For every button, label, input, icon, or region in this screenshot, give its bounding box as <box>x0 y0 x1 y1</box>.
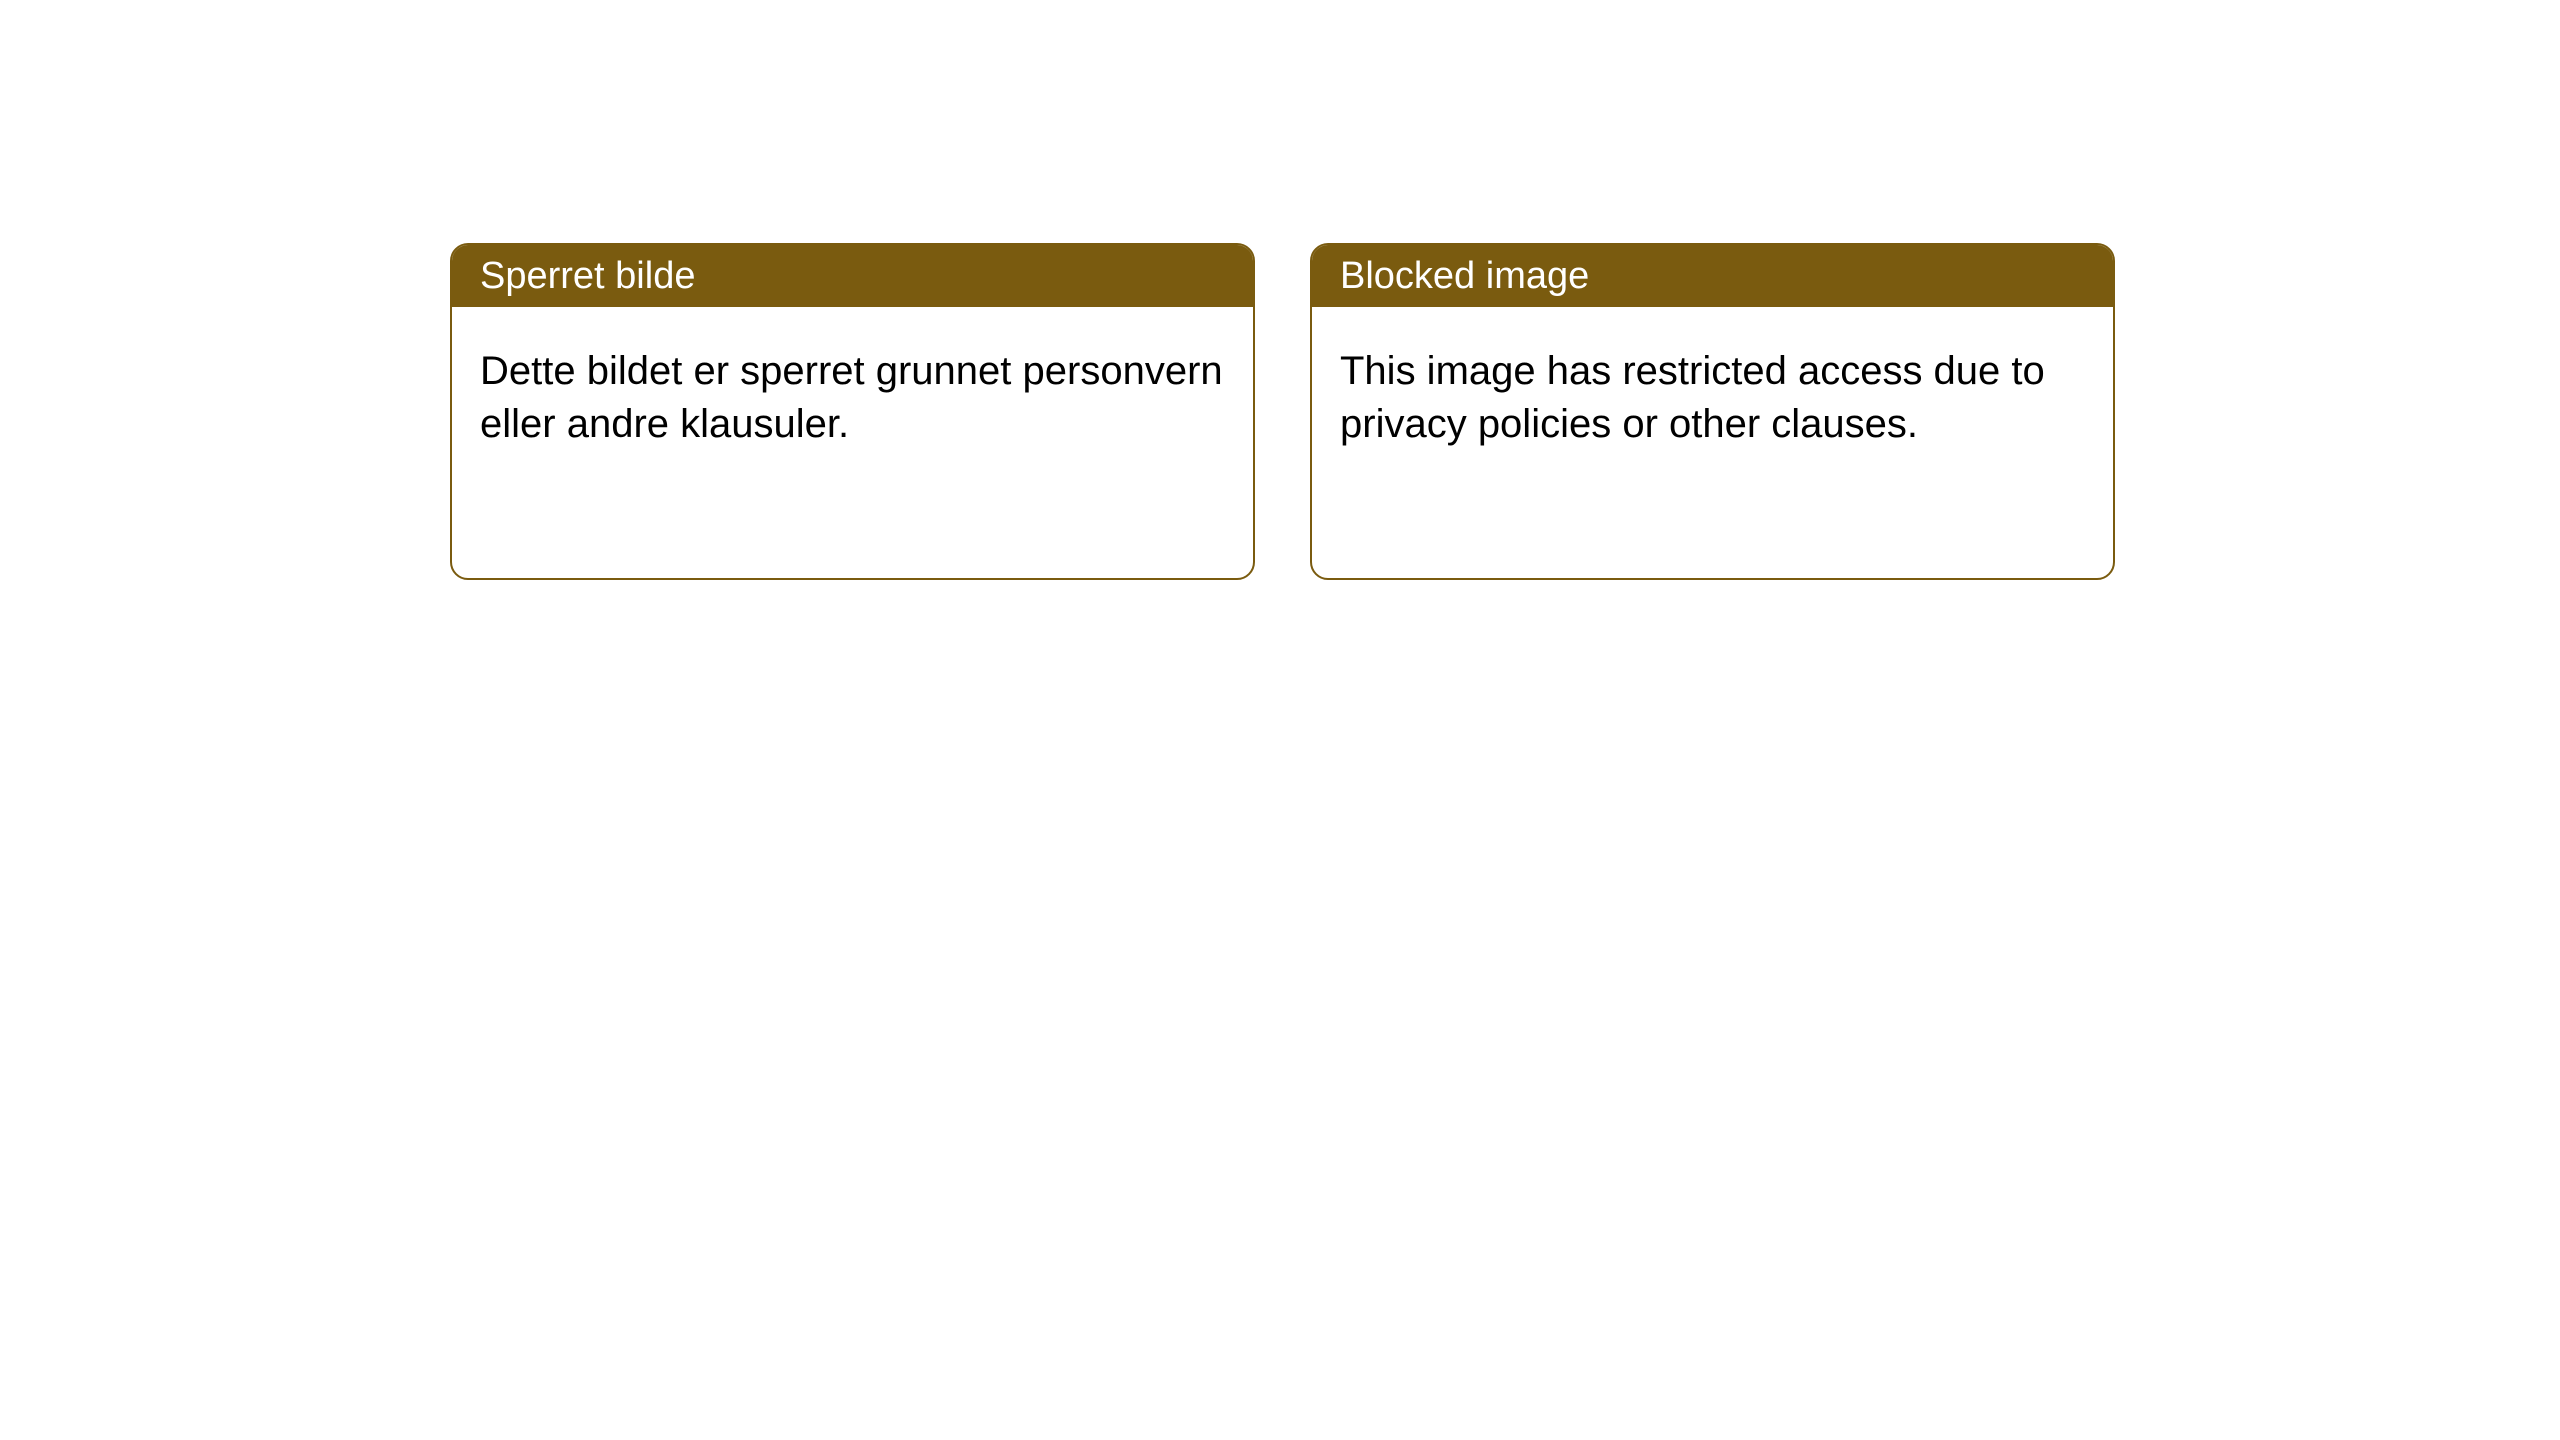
card-title-english: Blocked image <box>1340 255 1589 298</box>
card-header-english: Blocked image <box>1312 245 2113 307</box>
card-text-norwegian: Dette bildet er sperret grunnet personve… <box>480 349 1223 446</box>
card-header-norwegian: Sperret bilde <box>452 245 1253 307</box>
card-body-english: This image has restricted access due to … <box>1312 307 2113 479</box>
card-body-norwegian: Dette bildet er sperret grunnet personve… <box>452 307 1253 479</box>
card-text-english: This image has restricted access due to … <box>1340 349 2045 446</box>
cards-container: Sperret bilde Dette bildet er sperret gr… <box>450 243 2115 580</box>
card-english: Blocked image This image has restricted … <box>1310 243 2115 580</box>
card-norwegian: Sperret bilde Dette bildet er sperret gr… <box>450 243 1255 580</box>
card-title-norwegian: Sperret bilde <box>480 255 695 298</box>
